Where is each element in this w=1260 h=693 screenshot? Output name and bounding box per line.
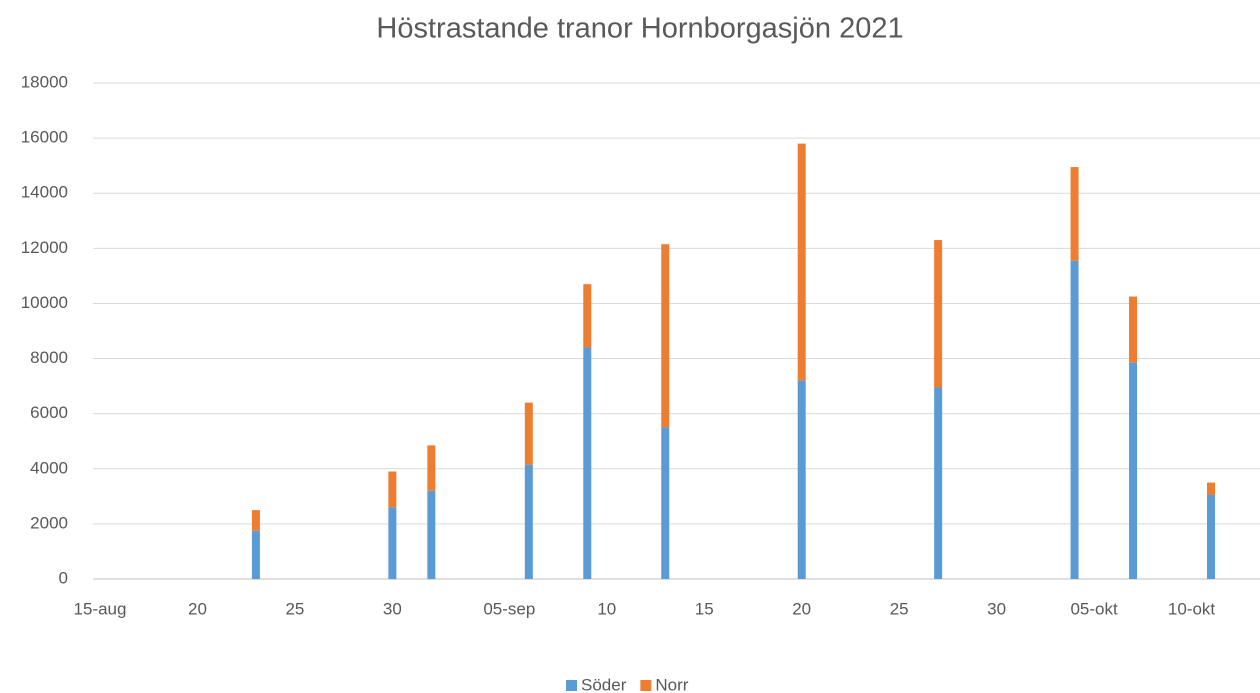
y-tick-label: 10000 bbox=[21, 293, 68, 312]
y-tick-label: 14000 bbox=[21, 183, 68, 202]
bar-segment bbox=[251, 510, 260, 531]
y-tick-label: 0 bbox=[59, 568, 68, 587]
y-tick-label: 16000 bbox=[21, 128, 68, 147]
legend-swatch bbox=[640, 680, 652, 691]
bar-segment bbox=[661, 244, 670, 428]
x-tick-label: 05-sep bbox=[483, 599, 535, 618]
x-tick-label: 15-aug bbox=[74, 599, 127, 618]
bar-segment bbox=[797, 380, 806, 579]
x-tick-label: 10-okt bbox=[1168, 599, 1216, 618]
bar-segment bbox=[1129, 362, 1138, 579]
legend-label: Söder bbox=[581, 675, 627, 693]
bar-segment bbox=[583, 347, 592, 579]
bar-segment bbox=[1207, 482, 1216, 495]
bar-segment bbox=[1207, 494, 1216, 579]
bar-segment bbox=[427, 490, 436, 579]
bar-segment bbox=[1129, 296, 1138, 363]
bar-segment bbox=[524, 402, 533, 465]
bar-segment bbox=[388, 471, 397, 508]
x-tick-label: 25 bbox=[285, 599, 304, 618]
bar-segment bbox=[934, 240, 943, 388]
y-tick-label: 6000 bbox=[30, 403, 68, 422]
bar-segment bbox=[427, 445, 436, 491]
y-tick-label: 12000 bbox=[21, 238, 68, 257]
legend-swatch bbox=[566, 680, 577, 691]
x-tick-label: 30 bbox=[383, 599, 402, 618]
bar-segment bbox=[661, 427, 670, 579]
y-tick-label: 8000 bbox=[30, 348, 68, 367]
bar-segment bbox=[1070, 167, 1079, 261]
x-tick-label: 20 bbox=[792, 599, 811, 618]
bar-segment bbox=[388, 507, 397, 579]
x-tick-label: 30 bbox=[987, 599, 1006, 618]
bar-segment bbox=[1070, 260, 1079, 579]
x-tick-label: 20 bbox=[188, 599, 207, 618]
legend-label: Norr bbox=[655, 675, 688, 693]
x-tick-label: 05-okt bbox=[1070, 599, 1118, 618]
bar-segment bbox=[524, 464, 533, 579]
y-tick-label: 4000 bbox=[30, 458, 68, 477]
x-tick-label: 25 bbox=[890, 599, 909, 618]
x-tick-label: 15 bbox=[695, 599, 714, 618]
bar-segment bbox=[934, 387, 943, 579]
bar-segment bbox=[583, 284, 592, 348]
bar-segment bbox=[797, 143, 806, 381]
bar-segment bbox=[251, 530, 260, 579]
y-tick-label: 18000 bbox=[21, 72, 68, 91]
y-tick-label: 2000 bbox=[30, 513, 68, 532]
chart-title: Höstrastande tranor Hornborgasjön 2021 bbox=[376, 13, 903, 45]
x-tick-label: 10 bbox=[597, 599, 616, 618]
